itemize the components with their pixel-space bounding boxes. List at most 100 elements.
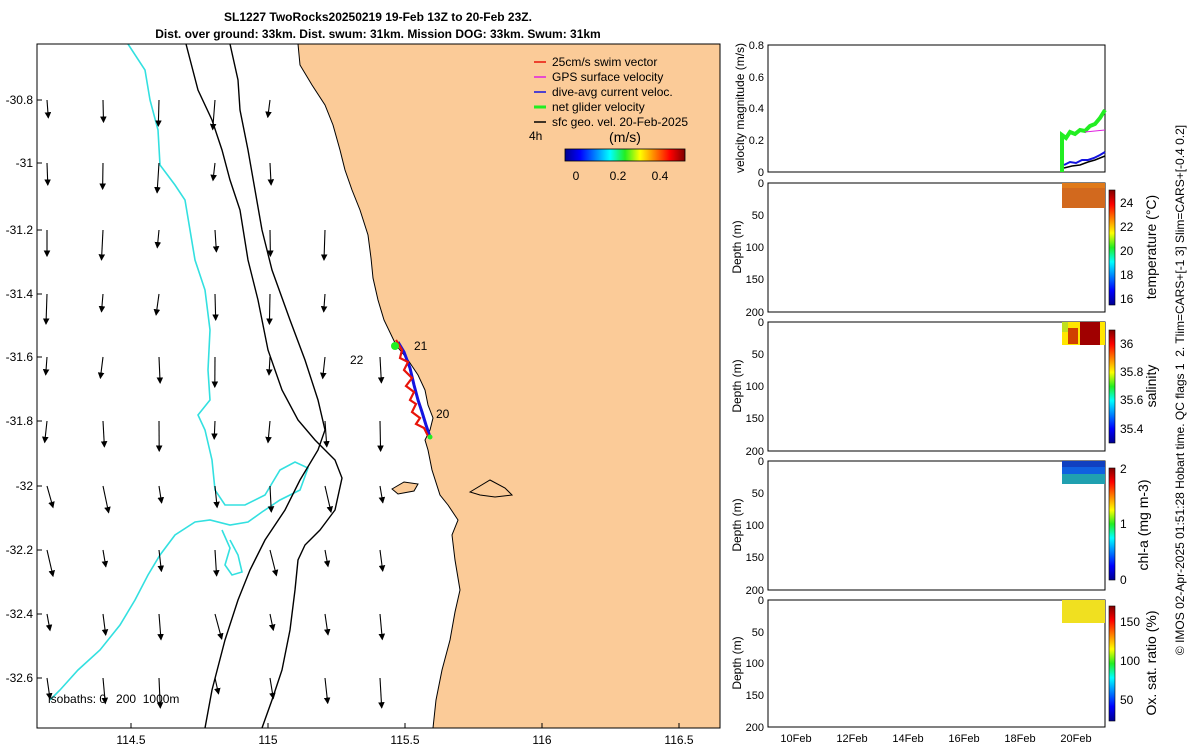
- panel-ytick: 150: [746, 274, 764, 286]
- panel-ytick: 0.2: [749, 135, 764, 147]
- temperature-panel: Depth (m) 0 50 100 150 200 16 18 20 22 2…: [730, 178, 1159, 319]
- current-vector-arrow: [267, 485, 275, 513]
- legend-dive-avg-current: dive-avg current veloc.: [552, 85, 673, 99]
- current-vector-arrow: [320, 229, 328, 261]
- panel-ytick: 100: [746, 381, 764, 393]
- chlorophyll-panel: Depth (m) 0 50 100 150 200 0 1 2 chl-a (…: [730, 456, 1151, 597]
- oxygen-colorbar: [1108, 605, 1116, 722]
- gps-velocity-series: [1084, 129, 1106, 133]
- panel-ytick: 50: [752, 349, 764, 361]
- panel-ylabel: velocity magnitude (m/s): [733, 43, 747, 173]
- panel-ytick: 0: [758, 317, 764, 329]
- current-vector-arrow: [101, 613, 109, 636]
- current-vector-arrow: [214, 677, 221, 695]
- current-vector-arrow: [154, 162, 161, 194]
- figure-title-line1: SL1227 TwoRocks20250219 19-Feb 13Z to 20…: [224, 10, 532, 24]
- lat-tick-label: -31.6: [6, 350, 34, 364]
- current-vector-arrow: [44, 99, 52, 119]
- glider-track-dive-avg: [396, 341, 432, 438]
- current-vector-arrow: [323, 420, 330, 448]
- imos-caption: © IMOS 02-Apr-2025 01:51:28 Hobart time.…: [1173, 125, 1187, 655]
- panel-ytick: 0: [758, 456, 764, 468]
- current-vector-arrow: [212, 229, 220, 253]
- temperature-colorbar: [1108, 189, 1116, 306]
- lat-tick-label: -32.4: [6, 607, 34, 621]
- garden-island: [391, 481, 419, 495]
- current-vector-arrow: [100, 420, 108, 448]
- current-vector-arrow: [42, 293, 50, 325]
- current-vector-arrow: [45, 613, 53, 632]
- legend-net-glider-velocity: net glider velocity: [552, 100, 645, 114]
- map-legend: 25cm/s swim vector GPS surface velocity …: [529, 55, 688, 183]
- current-vector-arrow: [269, 677, 276, 700]
- cbar-tick: 36: [1120, 337, 1134, 351]
- current-vector-arrow: [323, 677, 331, 705]
- sfc-geo-velocity-series: [1063, 155, 1106, 169]
- cbar-tick: 0: [1120, 573, 1127, 587]
- legend-sfc-geo-velocity: sfc geo. vel. 20-Feb-2025: [552, 115, 688, 129]
- cbar-tick: 20: [1120, 244, 1134, 258]
- current-vector-arrow: [377, 356, 385, 384]
- current-vector-arrow: [378, 549, 386, 572]
- net-velocity-series: [1060, 108, 1107, 172]
- lon-tick-label: 115: [258, 733, 277, 747]
- panel-ytick: 200: [746, 585, 764, 597]
- current-vector-arrow: [378, 613, 386, 641]
- oxygen-saturation-panel: Depth (m) 0 50 100 150 200 50 100 150 Ox…: [730, 595, 1159, 734]
- chlorophyll-colorbar: [1108, 467, 1116, 581]
- latitude-axis: -30.8 -31 -31.2 -31.4 -31.6 -31.8 -32 -3…: [6, 93, 42, 685]
- cbar-label: Ox. sat. ratio (%): [1143, 610, 1159, 715]
- panel-ytick: 0: [758, 595, 764, 607]
- panel-ytick: 200: [746, 446, 764, 458]
- current-vector-arrow: [101, 549, 109, 568]
- panel-ytick: 50: [752, 488, 764, 500]
- current-vector-arrow: [266, 293, 273, 326]
- current-vector-arrow: [44, 162, 51, 186]
- current-vector-arrow: [157, 613, 164, 641]
- current-vector-arrow: [46, 485, 55, 509]
- panel-ylabel: Depth (m): [730, 359, 744, 412]
- current-vector-arrow: [155, 99, 162, 127]
- current-vector-arrow: [100, 99, 107, 124]
- current-vector-arrow: [212, 293, 219, 321]
- glider-track: [391, 339, 433, 440]
- day-label-21: 21: [414, 339, 428, 353]
- velocity-colorbar-tick: 0.4: [652, 169, 669, 183]
- current-vector-arrow: [156, 356, 164, 384]
- current-vector-arrow: [267, 162, 275, 186]
- day-label-22: 22: [350, 353, 364, 367]
- salinity-panel: Depth (m) 0 50 100 150 200 35.4 35.6 35.…: [730, 317, 1159, 458]
- panel-ylabel: Depth (m): [730, 498, 744, 551]
- current-vector-arrow: [45, 677, 53, 700]
- surface-current-vector-field: [42, 99, 386, 709]
- time-tick-label: 10Feb: [780, 733, 811, 745]
- isobath-200m: [185, 44, 343, 728]
- lat-tick-label: -31.8: [6, 414, 34, 428]
- legend-swim-vector: 25cm/s swim vector: [552, 55, 657, 69]
- panel-ytick: 150: [746, 690, 764, 702]
- cbar-tick: 35.8: [1120, 365, 1144, 379]
- current-vector-arrow: [211, 420, 218, 440]
- lat-tick-label: -32.6: [6, 671, 34, 685]
- current-vector-arrow: [324, 485, 333, 514]
- panel-ytick: 150: [746, 552, 764, 564]
- cbar-tick: 100: [1120, 654, 1140, 668]
- time-tick-label: 20Feb: [1060, 733, 1091, 745]
- current-vector-arrow: [265, 99, 272, 119]
- cbar-tick: 150: [1120, 615, 1140, 629]
- current-vector-arrow: [42, 420, 49, 444]
- current-vector-arrow: [157, 485, 165, 504]
- current-vector-arrow: [266, 356, 273, 376]
- dive-avg-velocity-series: [1063, 151, 1106, 166]
- time-tick-label: 16Feb: [948, 733, 979, 745]
- current-vector-arrow: [320, 356, 327, 380]
- lon-tick-label: 114.5: [116, 733, 145, 747]
- glider-track-start-marker: [427, 434, 433, 440]
- glider-track-swim-vectors: [395, 339, 429, 437]
- current-vector-arrow: [156, 677, 164, 709]
- current-vector-arrow: [213, 485, 220, 509]
- current-vector-arrow: [157, 549, 165, 573]
- cbar-tick: 2: [1120, 462, 1127, 476]
- lon-tick-label: 116: [532, 733, 551, 747]
